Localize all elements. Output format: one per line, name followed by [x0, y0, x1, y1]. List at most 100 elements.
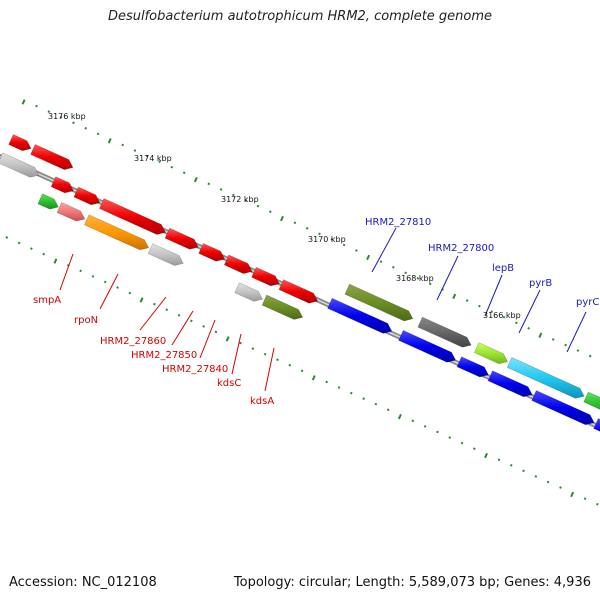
label-connector-line — [436, 255, 459, 301]
tick-mark — [460, 441, 464, 445]
tick-mark — [559, 486, 562, 489]
label-connector-line — [566, 311, 587, 353]
tick-mark — [362, 397, 365, 400]
gene-arrow — [506, 357, 585, 399]
tick-mark — [53, 258, 58, 264]
gene-arrow — [261, 294, 304, 320]
tick-mark — [386, 408, 390, 412]
tick-mark — [153, 302, 156, 306]
tick-mark — [5, 236, 9, 239]
tick-mark — [342, 243, 346, 247]
tick-mark — [428, 282, 432, 286]
gene-arrow — [487, 370, 533, 398]
gene-arrow — [327, 297, 393, 334]
tick-mark — [170, 165, 174, 169]
tick-mark — [288, 363, 292, 367]
tick-mark — [107, 138, 112, 144]
tick-mark — [515, 321, 518, 325]
gene-label-hrm2-27850: HRM2_27850 — [131, 350, 197, 361]
tick-mark — [214, 330, 218, 334]
gene-arrow — [456, 356, 489, 378]
tick-mark — [139, 297, 144, 303]
tick-mark — [103, 280, 107, 284]
gene-arrow — [398, 329, 457, 363]
gene-label-hrm2-27810: HRM2_27810 — [365, 217, 431, 228]
tick-mark — [379, 260, 383, 263]
tick-mark — [570, 491, 575, 498]
tick-mark — [355, 249, 358, 252]
label-connector-line — [171, 310, 194, 346]
gene-arrow — [198, 242, 226, 262]
tick-mark — [193, 176, 198, 183]
tick-mark — [207, 182, 211, 186]
tick-mark — [59, 115, 63, 119]
tick-mark — [436, 430, 439, 434]
tick-mark — [158, 160, 161, 163]
kbp-label: 3176 kbp — [48, 112, 86, 121]
tick-mark — [478, 304, 481, 308]
gene-arrow — [84, 214, 150, 251]
tick-mark — [293, 221, 297, 225]
gene-arrow — [223, 254, 253, 274]
tick-mark — [311, 375, 316, 381]
tick-mark — [128, 291, 132, 295]
tick-mark — [366, 254, 371, 261]
tick-mark — [490, 310, 494, 313]
tick-mark — [596, 502, 599, 506]
gene-arrow — [344, 283, 414, 322]
tick-mark — [239, 341, 242, 345]
tick-mark — [546, 480, 550, 484]
tick-mark — [527, 327, 530, 330]
gene-label-rpon: rpoN — [74, 315, 98, 326]
tick-mark — [256, 204, 260, 208]
tick-mark — [588, 354, 592, 358]
tick-mark — [21, 99, 26, 105]
gene-label-hrm2-27840: HRM2_27840 — [162, 364, 228, 375]
tick-mark — [232, 193, 235, 197]
tick-mark — [202, 325, 205, 328]
tick-mark — [502, 315, 506, 319]
tick-mark — [177, 313, 181, 317]
gene-arrow — [251, 266, 280, 287]
tick-mark — [35, 104, 38, 108]
gene-arrow — [531, 390, 595, 426]
tick-mark — [564, 343, 567, 347]
tick-mark — [121, 143, 124, 147]
tick-mark — [42, 252, 46, 256]
tick-mark — [276, 358, 279, 362]
tick-mark — [244, 199, 248, 202]
label-connector-line — [59, 253, 74, 291]
tick-mark — [484, 452, 488, 459]
tick-mark — [411, 419, 415, 423]
gene-arrow — [30, 144, 74, 170]
kbp-label: 3174 kbp — [134, 154, 172, 163]
label-connectors — [59, 227, 587, 392]
gene-arrow — [50, 176, 74, 194]
tick-mark — [318, 232, 321, 236]
tick-mark — [374, 402, 378, 406]
label-connector-line — [518, 289, 541, 334]
tick-mark — [392, 265, 395, 269]
tick-mark — [47, 110, 51, 113]
tick-mark — [30, 247, 33, 250]
gene-label-kdsc: kdsC — [217, 378, 241, 389]
map-title: Desulfobacterium autotrophicum HRM2, com… — [107, 9, 493, 24]
gene-arrow — [147, 243, 184, 266]
gene-arrow — [0, 152, 40, 178]
tick-mark — [404, 271, 407, 275]
kbp-label: 3170 kbp — [308, 235, 346, 244]
gene-features — [0, 134, 600, 432]
label-connector-line — [199, 319, 216, 359]
tick-mark — [522, 469, 525, 473]
gene-label-hrm2-27860: HRM2_27860 — [100, 336, 166, 347]
tick-mark — [263, 352, 267, 356]
tick-mark — [497, 458, 501, 462]
gene-arrow — [73, 186, 101, 206]
kbp-label: 3166 kbp — [483, 311, 521, 320]
gene-labels: smpA rpoN HRM2_27860 HRM2_27850 HRM2_278… — [33, 217, 599, 407]
kbp-label: 3168 kbp — [396, 274, 434, 283]
tick-mark — [349, 391, 353, 395]
gene-arrow — [278, 279, 319, 304]
gene-arrow — [234, 282, 264, 302]
